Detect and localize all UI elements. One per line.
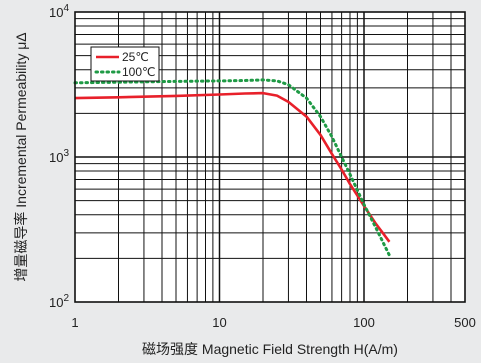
grid (75, 12, 465, 302)
y-tick-label: 103 (49, 148, 69, 165)
series-line-1 (73, 78, 391, 257)
x-tick-label: 100 (353, 315, 375, 330)
x-axis-label: 磁场强度 Magnetic Field Strength H(A/m) (142, 341, 398, 357)
legend: 25℃ 100℃ (90, 46, 160, 82)
series (73, 78, 391, 257)
plot-frame (74, 11, 466, 303)
legend-label-100c: 100℃ (122, 65, 156, 79)
legend-label-25c: 25℃ (122, 50, 149, 64)
legend-box (90, 46, 160, 82)
x-tick-label: 1 (71, 315, 78, 330)
y-axis-label: 增量磁导率 Incremental Permeability μΔ (13, 32, 29, 281)
tick-labels: 1 10 100 500 102 103 104 (49, 3, 476, 330)
series-line-0 (74, 91, 391, 243)
x-tick-label: 500 (454, 315, 476, 330)
y-tick-label: 104 (49, 3, 69, 20)
x-tick-label: 10 (212, 315, 226, 330)
y-tick-label: 102 (49, 293, 69, 310)
